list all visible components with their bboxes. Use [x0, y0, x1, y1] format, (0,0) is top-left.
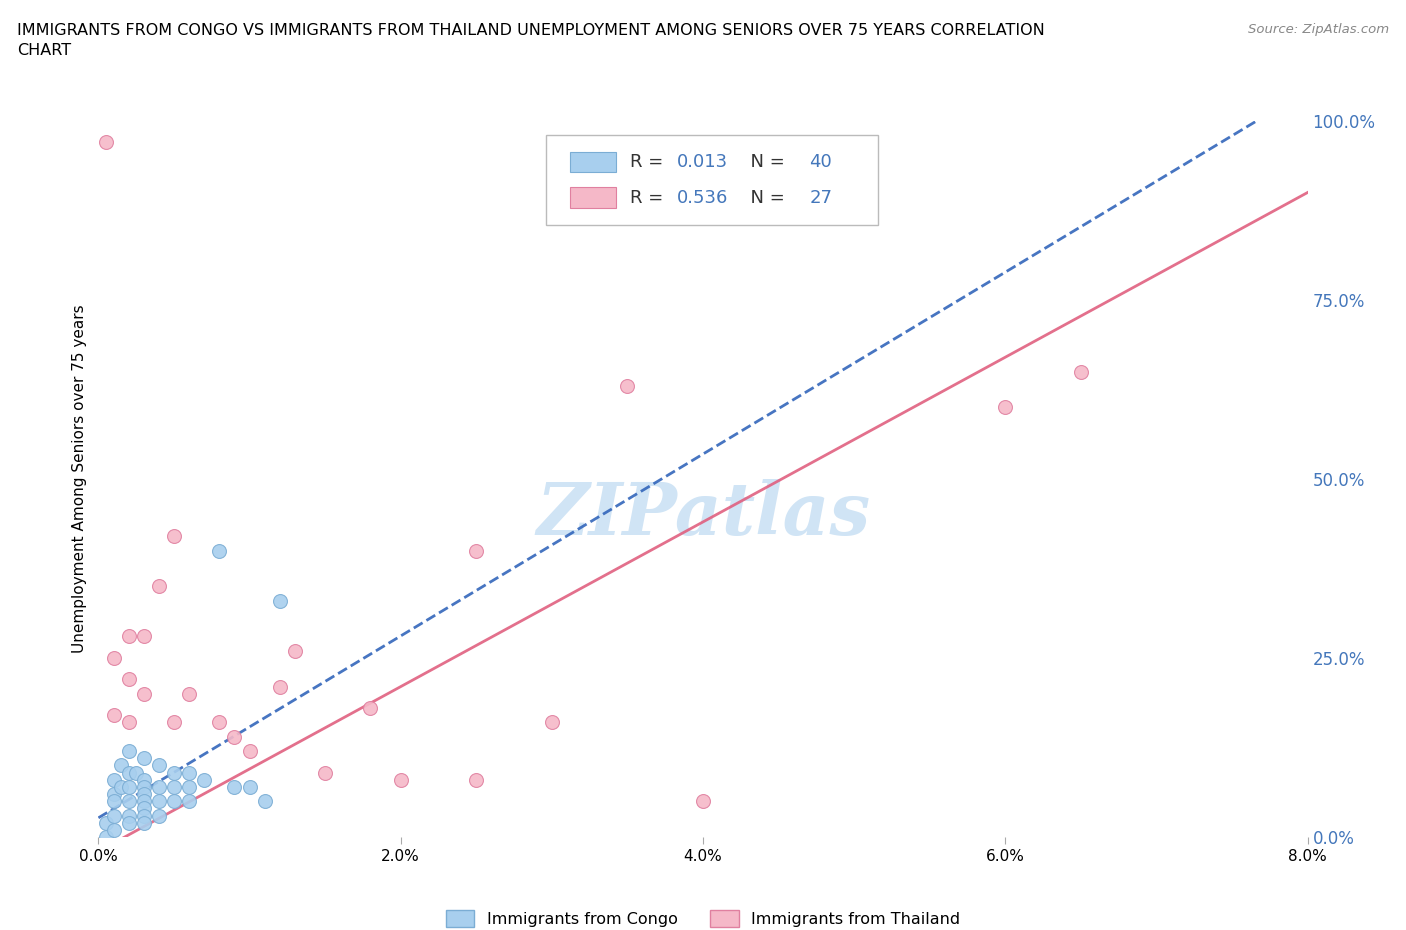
Text: ZIPatlas: ZIPatlas [536, 479, 870, 551]
Point [103, 822, 125, 837]
Point [994, 400, 1017, 415]
Point [224, 779, 246, 794]
Point [110, 758, 132, 773]
Point [465, 543, 488, 558]
Point [118, 794, 141, 809]
Point [132, 787, 155, 802]
Point [94, 816, 117, 830]
Point [118, 715, 141, 730]
Point [269, 593, 291, 608]
FancyBboxPatch shape [546, 135, 879, 225]
Point [224, 729, 246, 744]
Point [692, 794, 714, 809]
Legend: Immigrants from Congo, Immigrants from Thailand: Immigrants from Congo, Immigrants from T… [437, 902, 969, 930]
Point [132, 779, 155, 794]
Point [163, 794, 186, 809]
Point [118, 744, 141, 759]
Point [148, 808, 170, 823]
Point [103, 808, 125, 823]
Text: 0.536: 0.536 [676, 189, 728, 206]
Point [540, 715, 562, 730]
Point [103, 772, 125, 787]
Text: N =: N = [740, 153, 790, 171]
Point [389, 772, 412, 787]
Point [148, 758, 170, 773]
Point [179, 794, 201, 809]
Point [148, 779, 170, 794]
Point [284, 644, 307, 658]
Point [118, 816, 141, 830]
Text: 27: 27 [810, 189, 832, 206]
Point [132, 686, 155, 701]
Point [179, 779, 201, 794]
Point [239, 744, 262, 759]
Text: R =: R = [630, 153, 669, 171]
Point [103, 787, 125, 802]
Point [163, 765, 186, 780]
Point [132, 772, 155, 787]
Point [360, 700, 382, 715]
Point [163, 779, 186, 794]
Point [118, 629, 141, 644]
Text: Source: ZipAtlas.com: Source: ZipAtlas.com [1249, 23, 1389, 36]
Point [118, 808, 141, 823]
Point [208, 543, 231, 558]
Point [132, 808, 155, 823]
Point [125, 765, 148, 780]
Point [465, 772, 488, 787]
Point [94, 830, 117, 844]
Point [94, 135, 117, 150]
Point [193, 772, 215, 787]
Point [314, 765, 336, 780]
Point [253, 794, 276, 809]
Text: IMMIGRANTS FROM CONGO VS IMMIGRANTS FROM THAILAND UNEMPLOYMENT AMONG SENIORS OVE: IMMIGRANTS FROM CONGO VS IMMIGRANTS FROM… [17, 23, 1045, 58]
Point [103, 794, 125, 809]
Point [132, 751, 155, 765]
Point [118, 765, 141, 780]
Point [132, 794, 155, 809]
FancyBboxPatch shape [569, 188, 616, 207]
Point [616, 379, 638, 393]
Point [179, 686, 201, 701]
Point [1070, 365, 1092, 379]
Text: N =: N = [740, 189, 790, 206]
Text: 40: 40 [810, 153, 832, 171]
Point [110, 779, 132, 794]
Point [103, 708, 125, 723]
Point [208, 715, 231, 730]
Point [118, 672, 141, 687]
Point [132, 816, 155, 830]
Point [239, 779, 262, 794]
Point [132, 801, 155, 816]
Text: R =: R = [630, 189, 669, 206]
Point [118, 779, 141, 794]
Point [163, 715, 186, 730]
Point [148, 578, 170, 594]
Point [269, 679, 291, 694]
Point [179, 765, 201, 780]
Point [132, 629, 155, 644]
Text: 0.013: 0.013 [676, 153, 727, 171]
Point [103, 651, 125, 666]
FancyBboxPatch shape [569, 152, 616, 172]
Point [148, 794, 170, 809]
Point [163, 529, 186, 544]
Y-axis label: Unemployment Among Seniors over 75 years: Unemployment Among Seniors over 75 years [72, 305, 87, 653]
